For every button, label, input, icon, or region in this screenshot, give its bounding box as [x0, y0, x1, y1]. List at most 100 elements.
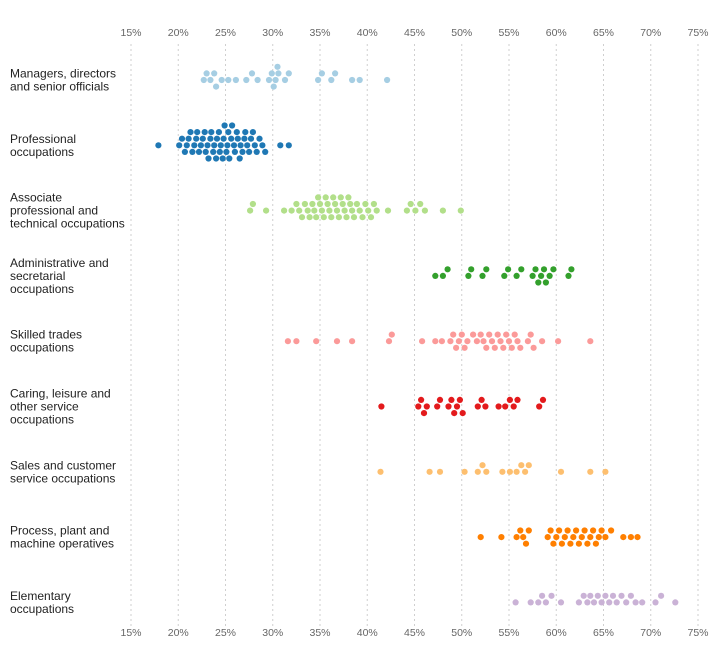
data-point	[434, 403, 441, 410]
data-point	[349, 338, 356, 345]
data-point	[333, 207, 341, 214]
data-point	[503, 331, 510, 338]
data-point	[539, 592, 546, 599]
data-point	[193, 135, 200, 142]
data-point	[514, 338, 521, 345]
data-point	[315, 76, 322, 84]
x-tick-label-top: 70%	[640, 27, 661, 39]
category-label: Professional occupations	[10, 132, 76, 159]
data-point	[306, 214, 313, 221]
data-point	[362, 200, 369, 208]
data-point	[497, 338, 504, 345]
data-point	[453, 403, 461, 410]
data-points	[155, 63, 679, 606]
data-point	[540, 266, 548, 273]
data-point	[486, 331, 493, 338]
data-point	[328, 76, 335, 84]
data-point	[284, 338, 291, 345]
data-point	[439, 272, 446, 279]
x-tick-label-top: 40%	[357, 27, 378, 39]
data-point	[183, 142, 190, 149]
data-point	[309, 200, 316, 208]
category-label-line: machine operatives	[10, 537, 114, 551]
data-point	[547, 527, 554, 534]
data-point	[347, 200, 354, 208]
data-point	[293, 338, 300, 345]
data-point	[578, 534, 585, 541]
x-tick-label-bottom: 50%	[451, 627, 472, 639]
category-label-line: technical occupations	[10, 217, 125, 231]
category-label-line: professional and	[10, 204, 98, 218]
data-point	[548, 592, 555, 599]
data-point	[335, 214, 342, 221]
category-points	[284, 331, 594, 351]
data-point	[343, 214, 350, 221]
data-point	[365, 207, 372, 214]
category-points	[377, 462, 609, 475]
data-point	[590, 599, 598, 606]
category-label-line: service occupations	[10, 471, 115, 485]
data-point	[230, 142, 238, 149]
data-point	[517, 527, 524, 534]
data-point	[332, 70, 339, 77]
data-point	[538, 272, 545, 279]
data-point	[505, 266, 512, 273]
data-point	[285, 70, 292, 77]
category-label-line: Skilled trades	[10, 328, 82, 342]
category-label: Elementary occupations	[10, 589, 74, 616]
data-point	[532, 266, 539, 273]
data-point	[473, 338, 480, 345]
data-point	[213, 155, 220, 162]
data-point	[337, 194, 344, 201]
data-point	[220, 135, 227, 142]
data-point	[525, 462, 532, 469]
data-point	[652, 599, 659, 606]
data-point	[207, 135, 214, 142]
data-point	[191, 142, 198, 149]
data-point	[439, 207, 446, 214]
x-tick-label-top: 50%	[451, 27, 472, 39]
x-tick-label-top: 55%	[498, 27, 519, 39]
data-point	[242, 129, 249, 136]
data-point	[225, 129, 232, 136]
data-point	[587, 534, 594, 541]
data-point	[254, 76, 261, 84]
data-point	[241, 135, 248, 142]
data-point	[594, 592, 601, 599]
data-point	[315, 194, 322, 201]
data-point	[324, 200, 331, 208]
data-point	[567, 540, 574, 547]
category-points	[378, 396, 547, 417]
data-point	[518, 462, 525, 469]
data-point	[542, 599, 550, 606]
data-point	[326, 207, 333, 214]
data-point	[253, 148, 260, 155]
data-point	[602, 534, 609, 541]
x-tick-label-bottom: 70%	[640, 627, 661, 639]
x-tick-label-top: 60%	[546, 27, 567, 39]
category-label-line: Associate	[10, 191, 62, 205]
data-point	[207, 76, 214, 84]
data-point	[618, 592, 625, 599]
category-label: Associate professional and technical occup…	[10, 191, 125, 231]
data-point	[248, 70, 256, 77]
data-point	[316, 200, 324, 208]
x-tick-label-top: 65%	[593, 27, 614, 39]
data-point	[223, 148, 230, 155]
data-point	[595, 534, 602, 541]
data-point	[281, 207, 288, 214]
data-point	[450, 331, 457, 338]
data-point	[536, 403, 543, 410]
data-point	[259, 142, 266, 149]
data-point	[204, 142, 211, 149]
data-point	[556, 527, 563, 534]
data-point	[176, 142, 183, 149]
data-point	[580, 592, 587, 599]
data-point	[568, 266, 575, 273]
data-point	[480, 338, 487, 345]
data-point	[216, 148, 223, 155]
data-point	[218, 76, 225, 84]
data-point	[211, 142, 218, 149]
data-point	[539, 338, 546, 345]
data-point	[513, 468, 520, 475]
